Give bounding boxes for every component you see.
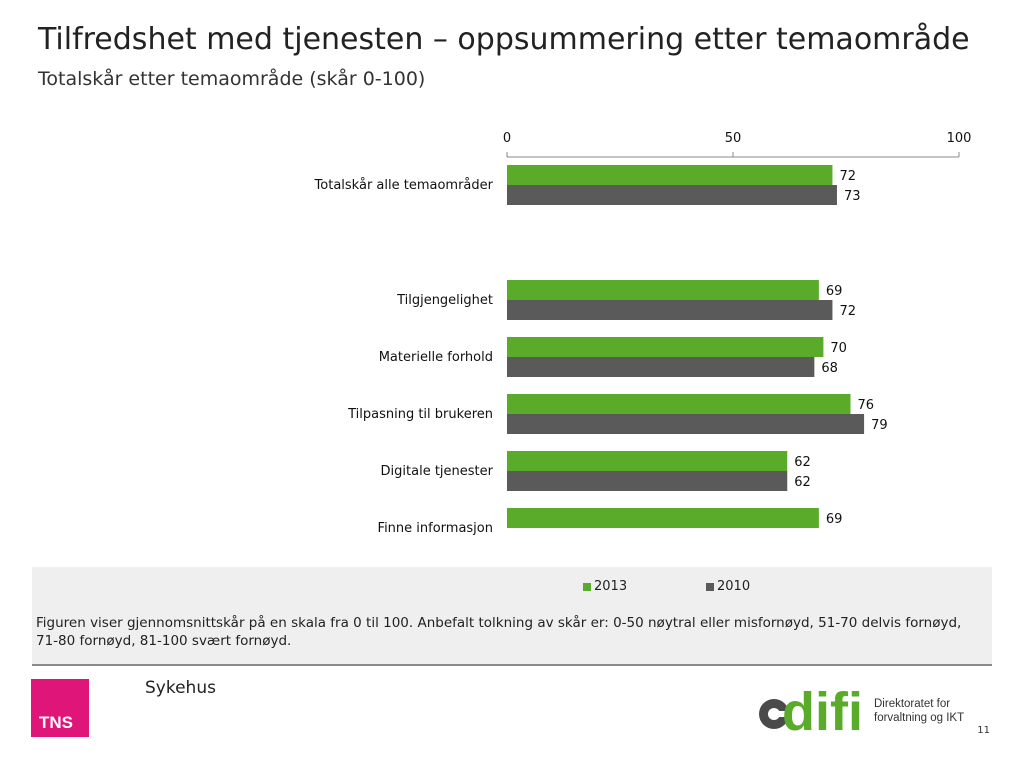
data-label: 62 [794,475,811,490]
bar [507,300,833,320]
bar [507,508,819,528]
footer-label: Sykehus [145,678,216,698]
category-label: Finne informasjon [378,521,493,536]
bar [507,185,837,205]
bar [507,280,819,300]
difi-tagline: Direktoratet for forvaltning og IKT [874,697,964,725]
page-title: Tilfredshet med tjenesten – oppsummering… [38,22,970,57]
category-label: Totalskår alle temaområder [314,178,494,193]
data-label: 70 [830,341,847,356]
tns-logo: TNS [31,679,89,737]
interpretation-note: Figuren viser gjennomsnittskår på en ska… [36,615,962,649]
category-label: Tilpasning til brukeren [347,407,493,422]
bar [507,414,865,434]
legend-and-note-panel: 2013 2010 Figuren viser gjennomsnittskår… [32,567,992,666]
bar [507,337,824,357]
data-label: 72 [839,304,856,319]
legend-label-2013: 2013 [594,579,628,594]
data-label: 73 [844,189,861,204]
data-label: 72 [839,169,856,184]
bar-chart: 0 50 100 Totalskår alle temaområder 72 73 Tilg… [314,131,972,536]
legend-item-2013: 2013 [583,579,627,594]
legend-swatch-2010 [706,582,714,591]
page-subtitle: Totalskår etter temaområde (skår 0-100) [38,68,426,90]
bar [507,471,788,491]
page-number: 11 [977,725,990,736]
tns-logo-text: TNS [39,713,73,732]
data-label: 68 [821,361,838,376]
data-label: 79 [871,418,888,433]
category-label: Materielle forhold [379,350,493,365]
data-label: 69 [826,284,843,299]
data-label: 62 [794,455,811,470]
difi-logo-text: difi [782,682,863,738]
bar [507,394,851,414]
category-label: Digitale tjenester [381,464,494,479]
difi-logo: difi [759,682,863,738]
bar [507,165,833,185]
legend-label-2010: 2010 [717,579,751,594]
x-tick-label: 0 [503,131,511,146]
legend-item-2010: 2010 [706,579,750,594]
data-label: 76 [858,398,875,413]
data-label: 69 [826,512,843,527]
difi-tagline-line2: forvaltning og IKT [874,712,965,724]
difi-tagline-line1: Direktoratet for [874,698,951,710]
category-label: Tilgjengelighet [396,293,493,308]
bar [507,451,788,471]
x-tick-label: 50 [725,131,742,146]
legend-swatch-2013 [583,582,591,591]
x-tick-label: 100 [947,131,972,146]
bar [507,357,815,377]
